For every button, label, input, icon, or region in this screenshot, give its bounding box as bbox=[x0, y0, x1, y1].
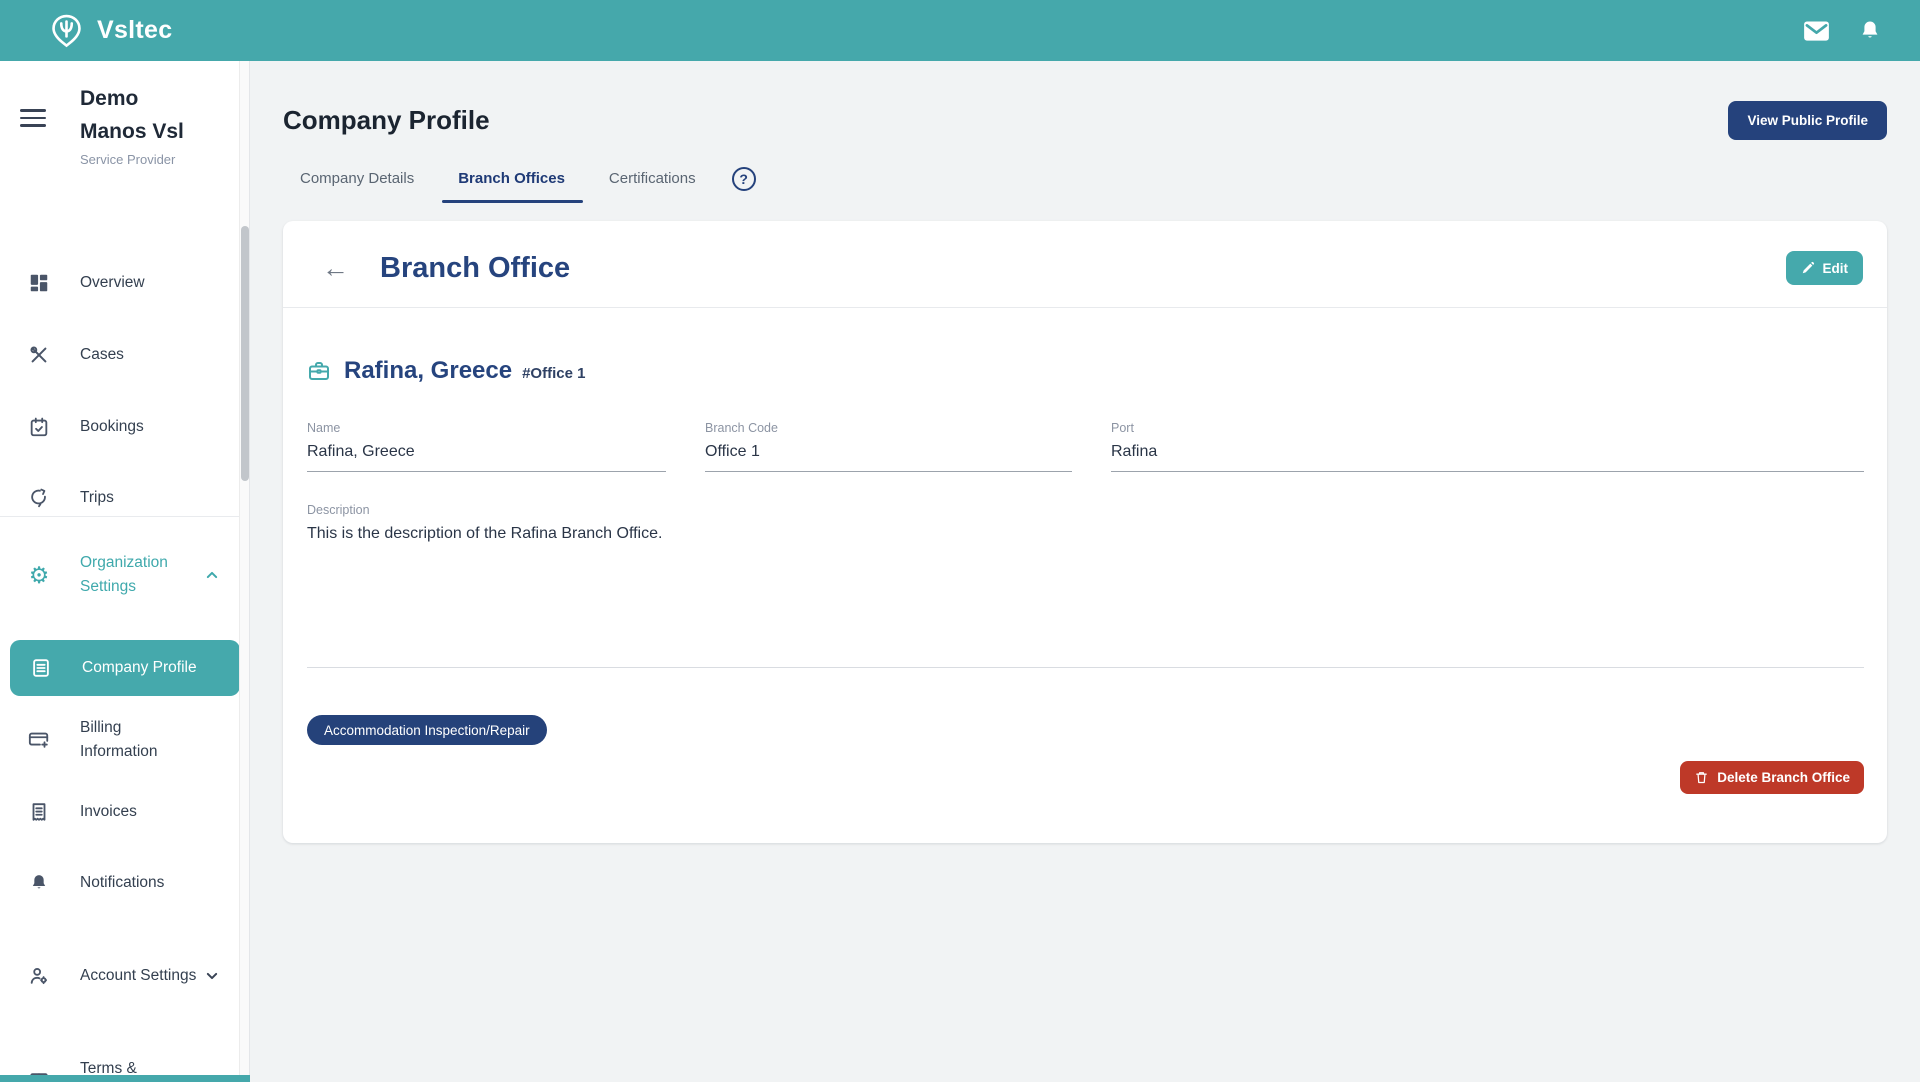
branch-office-card: ← Branch Office Edit bbox=[283, 221, 1887, 843]
dashboard-grid-icon bbox=[27, 271, 51, 295]
office-code-tag: #Office 1 bbox=[522, 365, 586, 382]
back-arrow-icon[interactable]: ← bbox=[322, 252, 349, 283]
receipt-icon bbox=[27, 800, 51, 824]
view-public-profile-button[interactable]: View Public Profile bbox=[1728, 101, 1887, 140]
bell-icon[interactable] bbox=[1856, 17, 1884, 45]
trip-pin-icon bbox=[27, 486, 51, 510]
tab-company-details[interactable]: Company Details bbox=[300, 170, 415, 187]
sidebar-scrollbar[interactable] bbox=[239, 61, 249, 1082]
credit-card-plus-icon bbox=[27, 728, 51, 752]
pencil-icon bbox=[1801, 261, 1815, 275]
field-branch-code: Branch Code Office 1 bbox=[705, 421, 1072, 472]
sidebar: Demo Manos Vsl Service Provider Overview bbox=[0, 61, 250, 1082]
delete-branch-office-button[interactable]: Delete Branch Office bbox=[1680, 761, 1864, 794]
user-role: Service Provider bbox=[80, 152, 176, 168]
name-input[interactable]: Rafina, Greece bbox=[307, 435, 666, 472]
sidebar-item-invoices[interactable]: Invoices bbox=[0, 788, 240, 836]
sidebar-item-billing-information[interactable]: Billing Information bbox=[0, 716, 240, 764]
delete-button-label: Delete Branch Office bbox=[1717, 770, 1850, 785]
sidebar-item-label: Invoices bbox=[80, 802, 137, 820]
sidebar-user-block: Demo Manos Vsl Service Provider bbox=[0, 61, 249, 167]
sidebar-nav: Overview Cases bbox=[0, 61, 240, 1082]
sidebar-item-label: Company Profile bbox=[82, 658, 197, 676]
port-input[interactable]: Rafina bbox=[1111, 435, 1864, 472]
menu-icon[interactable] bbox=[20, 105, 46, 131]
field-label: Name bbox=[307, 421, 341, 435]
help-icon[interactable]: ? bbox=[731, 166, 756, 191]
sidebar-item-label: Bookings bbox=[80, 417, 144, 435]
field-port: Port Rafina bbox=[1111, 421, 1864, 472]
description-input[interactable]: This is the description of the Rafina Br… bbox=[307, 525, 663, 542]
edit-button[interactable]: Edit bbox=[1785, 251, 1863, 285]
briefcase-icon bbox=[307, 359, 331, 383]
sidebar-item-label: Trips bbox=[80, 488, 114, 506]
sidebar-item-bookings[interactable]: Bookings bbox=[0, 403, 240, 451]
edit-button-label: Edit bbox=[1822, 260, 1849, 276]
sidebar-item-label: Terms & Agreements bbox=[80, 1059, 137, 1077]
sidebar-item-label: Billing Information bbox=[80, 718, 158, 760]
sidebar-item-overview[interactable]: Overview bbox=[0, 259, 240, 307]
tab-branch-offices[interactable]: Branch Offices bbox=[442, 164, 583, 203]
sidebar-divider bbox=[0, 516, 240, 517]
mail-icon[interactable] bbox=[1802, 17, 1830, 45]
sidebar-item-company-profile[interactable]: Company Profile bbox=[10, 640, 240, 696]
branch-code-input[interactable]: Office 1 bbox=[705, 435, 1072, 472]
sidebar-item-account-settings[interactable]: Account Settings bbox=[0, 940, 240, 1012]
chevron-up-icon bbox=[202, 565, 222, 585]
field-label: Branch Code bbox=[705, 421, 778, 435]
sidebar-bottom-strip bbox=[0, 1075, 250, 1082]
gear-icon: ⚙ bbox=[28, 561, 50, 588]
user-name: Demo Manos Vsl bbox=[80, 87, 184, 143]
brand-logo-pin-icon bbox=[48, 12, 85, 49]
service-chip[interactable]: Accommodation Inspection/Repair bbox=[307, 715, 547, 745]
field-description: Description This is the description of t… bbox=[307, 503, 1864, 668]
field-label: Port bbox=[1111, 421, 1134, 435]
brand[interactable]: Vsltec bbox=[48, 12, 172, 49]
user-gear-icon bbox=[27, 964, 51, 988]
page-title: Company Profile bbox=[283, 105, 490, 135]
sidebar-item-trips[interactable]: Trips bbox=[0, 474, 240, 522]
sidebar-item-label: Notifications bbox=[80, 873, 165, 891]
sidebar-item-label: Cases bbox=[80, 345, 124, 363]
main-content: Company Profile View Public Profile Comp… bbox=[250, 61, 1920, 1082]
sidebar-item-notifications[interactable]: Notifications bbox=[0, 859, 240, 907]
tools-icon bbox=[27, 343, 51, 367]
sidebar-scrollbar-thumb[interactable] bbox=[241, 226, 249, 481]
tabs: Company Details Branch Offices Certifica… bbox=[298, 164, 1920, 203]
brand-name: Vsltec bbox=[97, 16, 173, 44]
sidebar-item-label: Overview bbox=[80, 273, 145, 291]
sidebar-item-label: Organization Settings bbox=[80, 553, 168, 595]
field-label: Description bbox=[307, 503, 370, 517]
card-title: Branch Office bbox=[380, 251, 571, 284]
document-icon bbox=[29, 656, 53, 680]
bell-icon bbox=[27, 871, 51, 895]
trash-icon bbox=[1694, 770, 1709, 785]
field-name: Name Rafina, Greece bbox=[307, 421, 666, 472]
tab-certifications[interactable]: Certifications bbox=[608, 170, 696, 187]
office-heading: Rafina, Greece #Office 1 bbox=[307, 357, 1864, 385]
office-name: Rafina, Greece bbox=[344, 357, 513, 384]
sidebar-item-organization-settings[interactable]: ⚙ Organization Settings bbox=[0, 539, 240, 611]
sidebar-item-label: Account Settings bbox=[80, 966, 197, 984]
topbar: Vsltec bbox=[0, 0, 1920, 61]
sidebar-item-cases[interactable]: Cases bbox=[0, 331, 240, 379]
chevron-down-icon bbox=[202, 966, 222, 986]
calendar-check-icon bbox=[27, 415, 51, 439]
